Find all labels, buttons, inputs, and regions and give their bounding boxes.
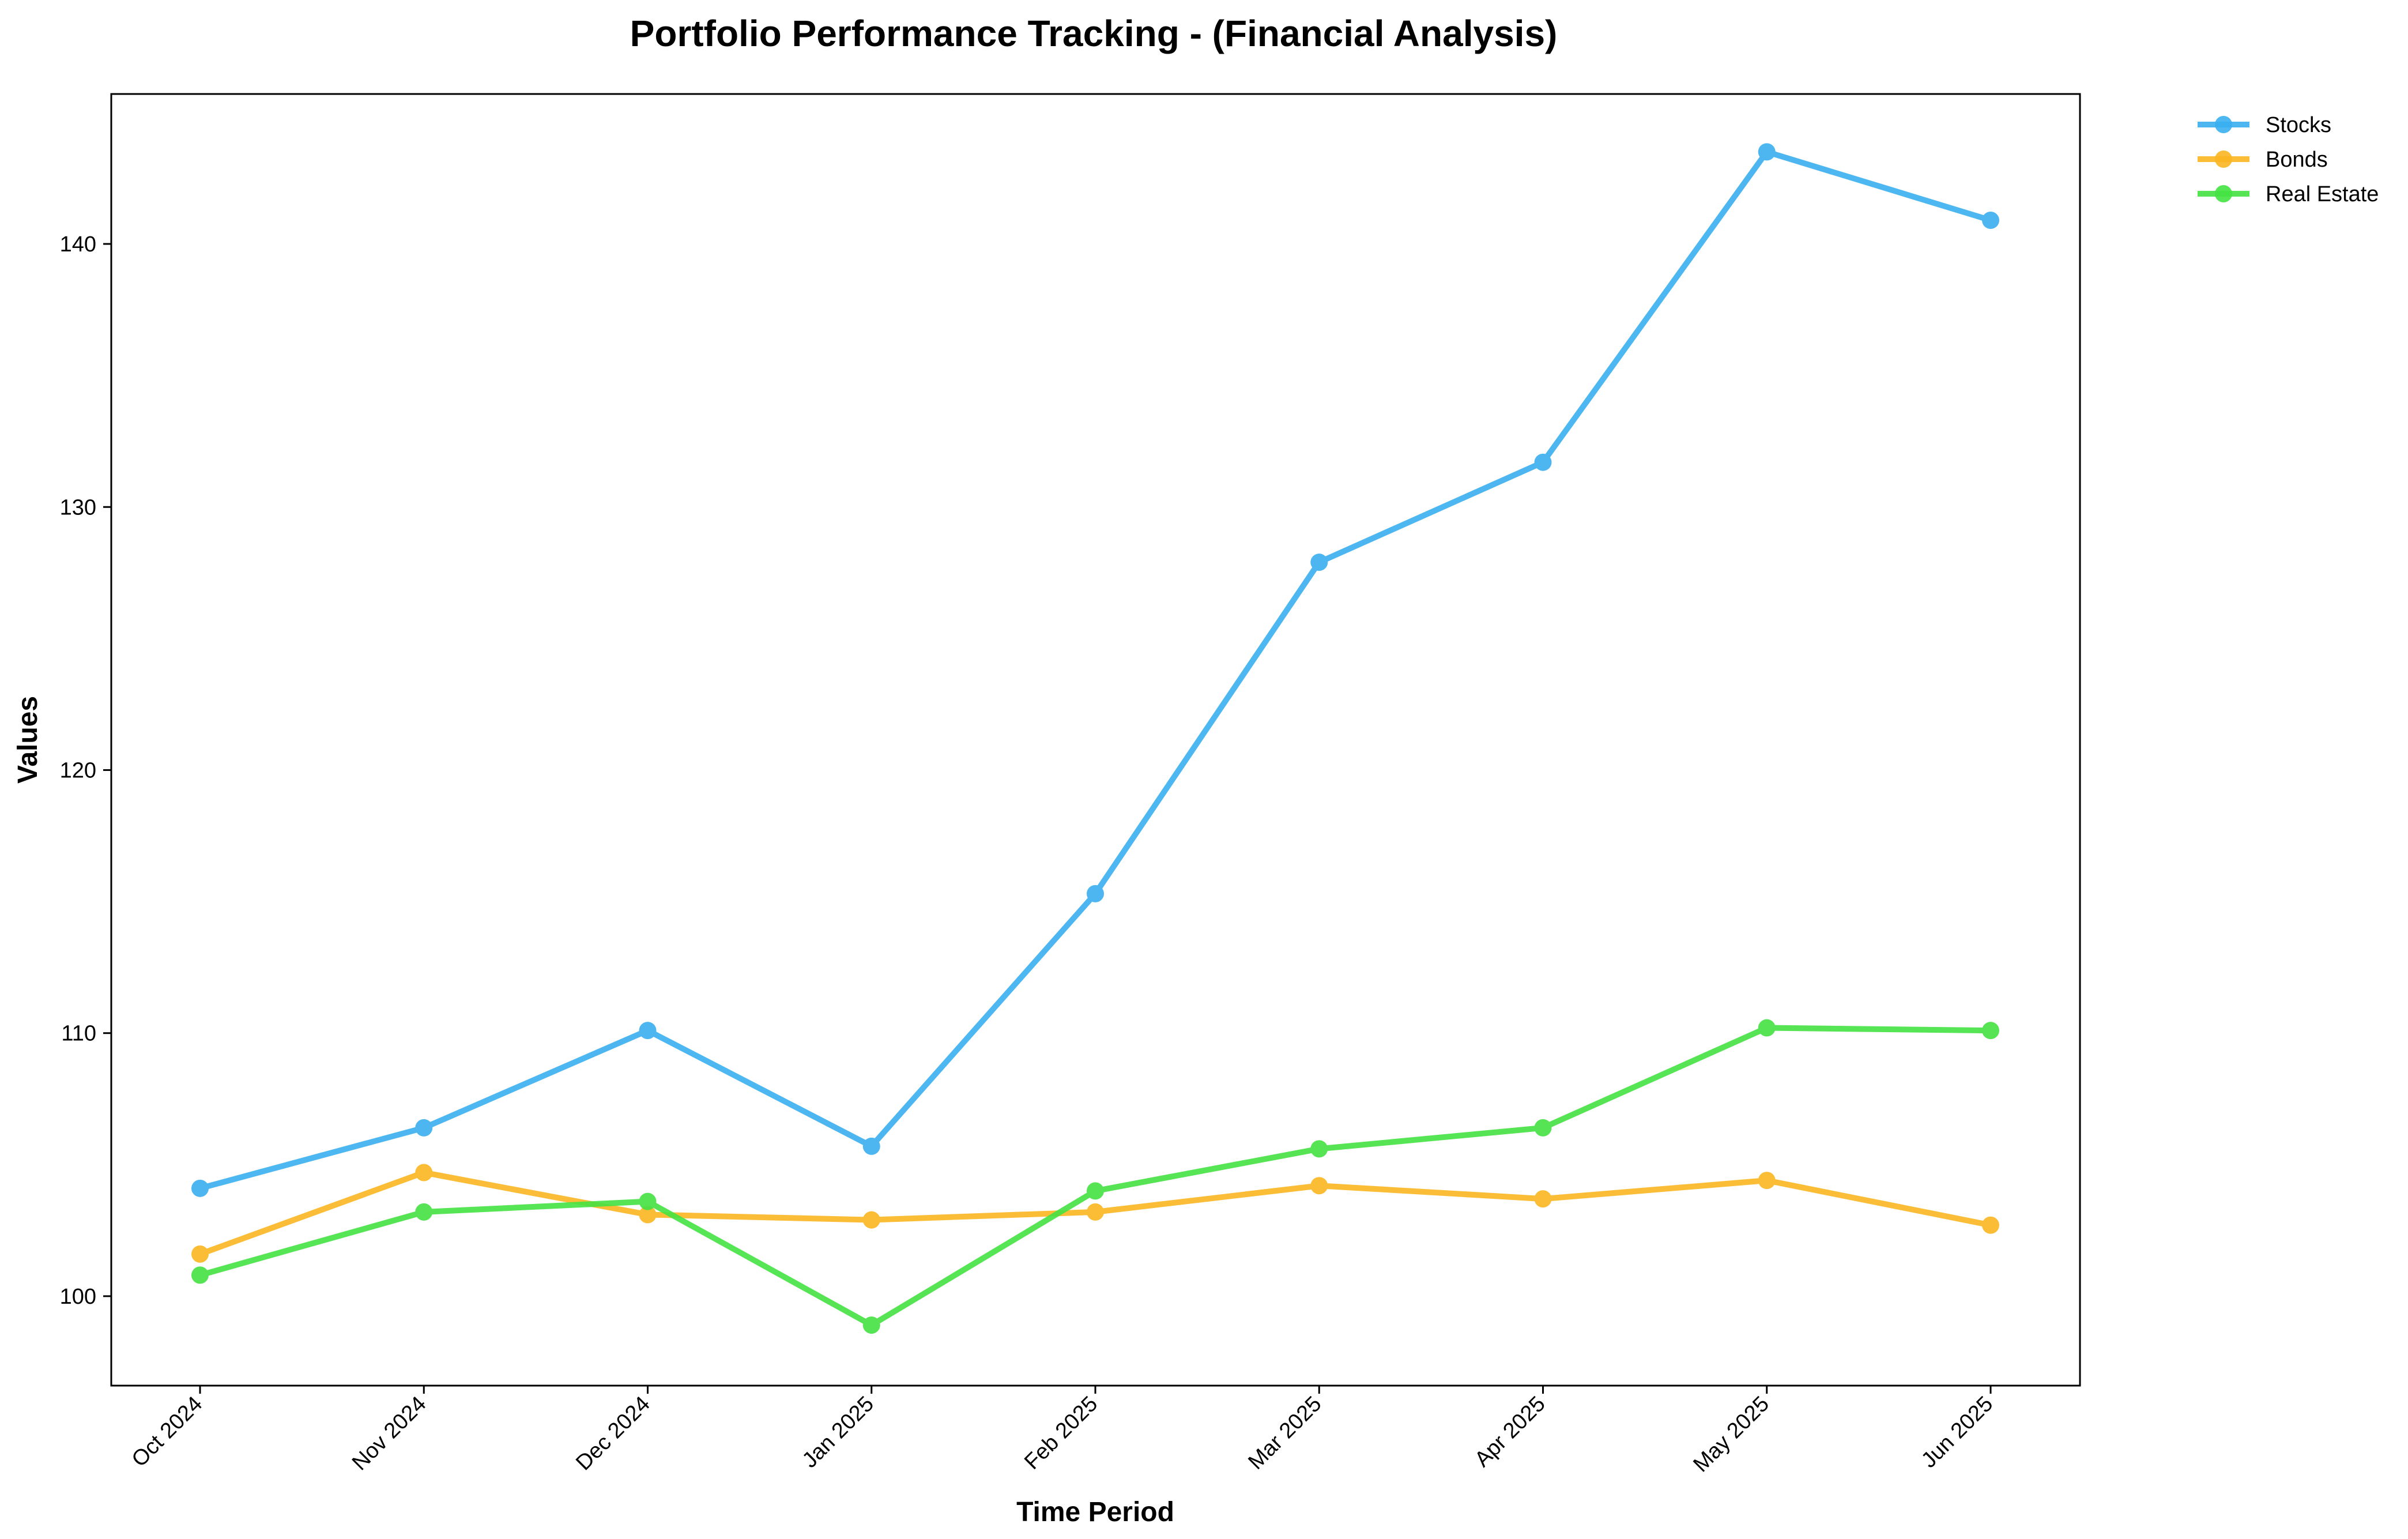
data-point bbox=[191, 1266, 209, 1284]
legend: Stocks Bonds Real Estate bbox=[2198, 113, 2379, 206]
y-tick-label: 130 bbox=[60, 495, 96, 520]
data-point bbox=[862, 1316, 880, 1334]
y-tick-label: 120 bbox=[60, 758, 96, 782]
series-real-estate bbox=[191, 1019, 1999, 1334]
data-point bbox=[1087, 885, 1104, 902]
y-tick-label: 100 bbox=[60, 1285, 96, 1309]
series-bonds bbox=[191, 1164, 1999, 1263]
data-point bbox=[191, 1179, 209, 1197]
data-point bbox=[862, 1211, 880, 1229]
data-point bbox=[639, 1192, 657, 1210]
series-group bbox=[191, 143, 1999, 1334]
legend-label: Stocks bbox=[2266, 113, 2331, 137]
legend-marker bbox=[2215, 116, 2232, 133]
legend-marker bbox=[2215, 150, 2232, 168]
data-point bbox=[1310, 1140, 1328, 1158]
legend-item: Stocks bbox=[2198, 113, 2331, 137]
data-point bbox=[1534, 453, 1552, 471]
y-tick-label: 140 bbox=[60, 232, 96, 257]
data-point bbox=[1087, 1182, 1104, 1200]
data-point bbox=[415, 1203, 433, 1221]
y-tick-label: 110 bbox=[61, 1022, 96, 1046]
y-axis: 100 110 120 130 140 bbox=[60, 232, 111, 1309]
legend-item: Bonds bbox=[2198, 148, 2328, 172]
data-point bbox=[1087, 1203, 1104, 1221]
data-point bbox=[1534, 1119, 1552, 1137]
data-point bbox=[1310, 1177, 1328, 1195]
data-point bbox=[1310, 554, 1328, 571]
data-point bbox=[191, 1245, 209, 1263]
legend-item: Real Estate bbox=[2198, 182, 2379, 206]
legend-marker bbox=[2215, 185, 2232, 202]
data-point bbox=[1534, 1190, 1552, 1208]
data-point bbox=[862, 1137, 880, 1155]
data-point bbox=[1982, 211, 1999, 229]
data-point bbox=[1758, 1172, 1776, 1190]
data-point bbox=[415, 1164, 433, 1181]
legend-label: Bonds bbox=[2266, 148, 2328, 172]
y-axis-label: Values bbox=[13, 696, 43, 784]
data-point bbox=[415, 1119, 433, 1137]
data-point bbox=[639, 1022, 657, 1040]
data-point bbox=[1758, 1019, 1776, 1037]
x-axis-label: Time Period bbox=[1016, 1497, 1174, 1527]
series-stocks bbox=[191, 143, 1999, 1197]
data-point bbox=[1982, 1216, 1999, 1234]
data-point bbox=[1758, 143, 1776, 161]
data-point bbox=[1982, 1022, 1999, 1040]
chart-title: Portfolio Performance Tracking - (Financ… bbox=[630, 13, 1558, 54]
legend-label: Real Estate bbox=[2266, 182, 2379, 206]
data-point bbox=[639, 1206, 657, 1224]
